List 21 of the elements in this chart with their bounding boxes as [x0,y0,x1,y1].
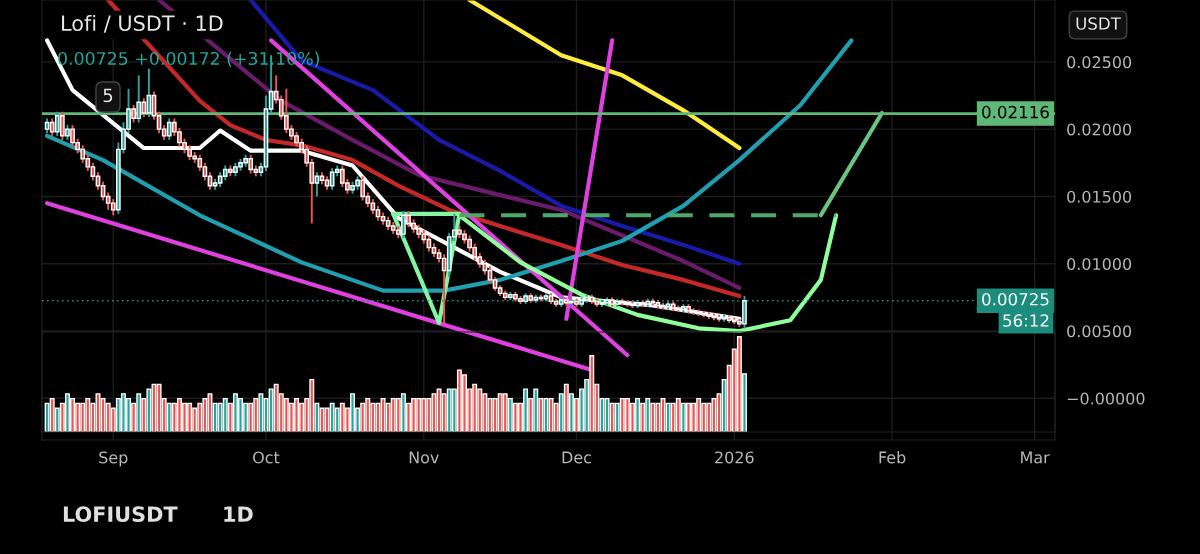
x-tick-label: Dec [562,451,591,464]
x-tick-label: Feb [879,451,906,464]
y-tick-label: 0.01000 [1067,257,1132,271]
text: LOFIUSDT [63,506,178,523]
annotation: 5 [103,88,113,103]
y-tick-label: 0.02000 [1067,123,1132,136]
text: 1D [224,506,253,522]
y-tick-label: 0.00500 [1067,325,1132,338]
text: USDT [1076,17,1121,30]
y-tick-label: 0.02500 [1067,56,1132,69]
y-tick-label: −0.00000 [1067,392,1145,405]
annotation: 56:12 [1003,314,1049,327]
x-tick-label: Mar [1021,451,1050,464]
x-tick-label: Sep [99,451,128,467]
text: Lofi / USDT · 1D [62,14,223,33]
y-tick-label: 0.01500 [1067,190,1132,203]
x-tick-label: 2026 [715,451,754,464]
x-tick-label: Oct [253,451,280,464]
ref-line-label: 0.00725 [982,292,1049,306]
x-tick-label: Nov [409,451,439,464]
ref-line-label: 0.02116 [982,105,1049,119]
